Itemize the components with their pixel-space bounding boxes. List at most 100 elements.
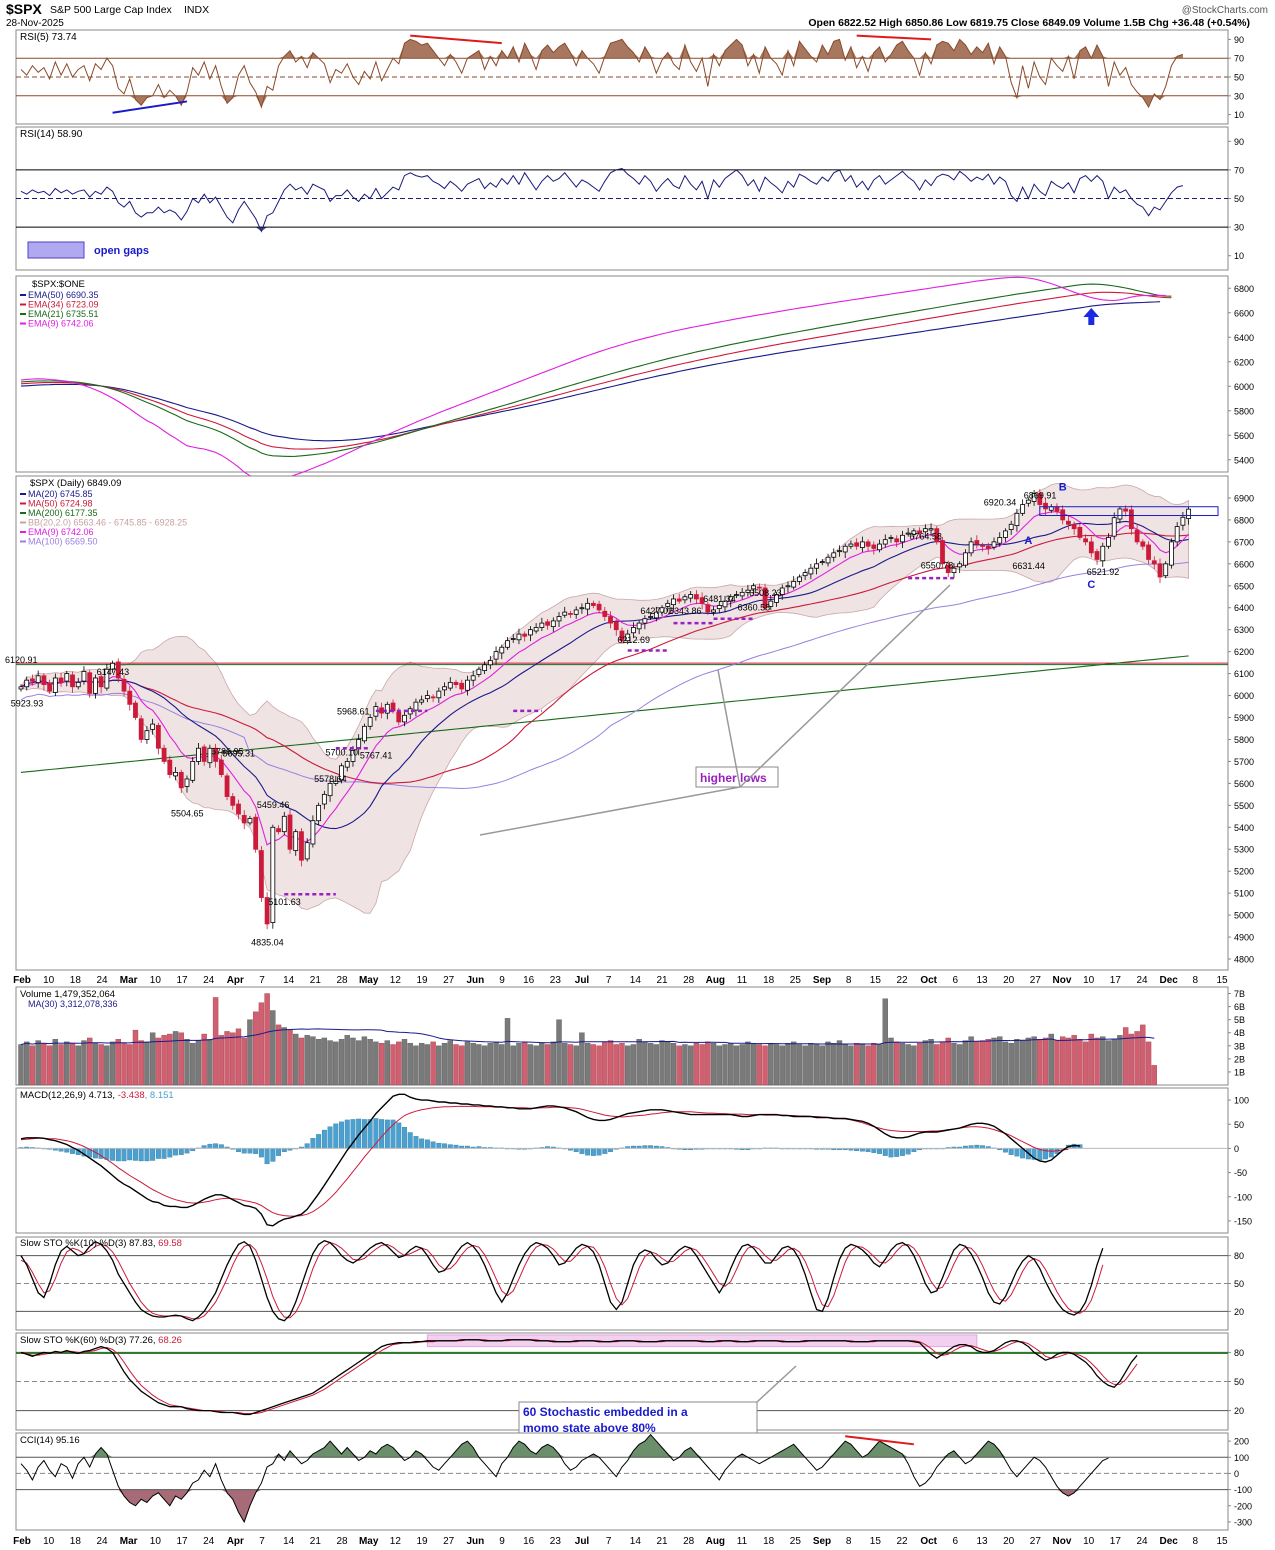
candle-body	[802, 572, 808, 577]
volume-bar	[968, 1036, 974, 1086]
candle-body	[859, 541, 865, 548]
macd-histogram-bar	[333, 1123, 339, 1149]
volume-bar	[35, 1040, 41, 1086]
macd-histogram-bar	[213, 1143, 219, 1149]
volume-bar	[476, 1044, 482, 1086]
cci-panel: -300 -200 -100 0 100 200 CCI(14) 95.16	[15, 1432, 1252, 1531]
macd-histogram-bar	[321, 1129, 327, 1149]
price-ytick: 4900	[1234, 933, 1254, 943]
x-tick-label: 7	[259, 975, 265, 986]
volume-bar	[344, 1035, 350, 1086]
x-tick-label: Sep	[813, 975, 831, 986]
volume-ytick: 1B	[1234, 1067, 1245, 1077]
volume-bar	[1014, 1039, 1020, 1086]
rsi14-panel: 10 30 50 70 90 RSI(14) 58.90 open gaps	[15, 126, 1244, 271]
volume-bar	[1094, 1037, 1100, 1086]
candle-body	[419, 699, 425, 703]
candle-body	[585, 602, 591, 610]
volume-bar	[178, 1032, 184, 1086]
rsi5-ytick: 70	[1234, 54, 1244, 64]
price-label: 6481.34	[703, 594, 736, 604]
x-tick-label: 6	[953, 1536, 959, 1547]
candle-body	[814, 563, 819, 569]
macd-histogram-bar	[218, 1144, 224, 1149]
x-tick-label: 15	[1216, 975, 1228, 986]
candle-body	[917, 530, 923, 534]
volume-bar	[29, 1045, 36, 1086]
candle-body	[756, 586, 762, 589]
x-tick-label: 28	[336, 975, 348, 986]
candle-body	[247, 818, 253, 824]
candle-body	[41, 675, 47, 685]
x-tick-label: 12	[390, 975, 402, 986]
ema-ribbon-ytick: 6200	[1234, 357, 1254, 367]
volume-ma30-line	[20, 1028, 1155, 1045]
ema-ribbon-panel: 5400 5600 5800 6000 6200 6400 6600 6800 $SPX:$ON…	[15, 275, 1254, 484]
price-label: 6508.23	[749, 588, 782, 598]
rsi5-overbought-fill	[21, 39, 1183, 59]
volume-bar	[75, 1045, 81, 1086]
volume-bar	[550, 1041, 556, 1086]
volume-bar	[991, 1037, 997, 1086]
volume-bar	[384, 1040, 391, 1086]
x-axis-top: Feb 10 18 24 Mar 10 17 24 Apr 7 14 21 28 May 12 19 27 Jun…	[13, 975, 1228, 986]
volume-bar	[407, 1042, 413, 1086]
candle-body	[590, 602, 596, 606]
candle-body	[167, 759, 173, 775]
volume-bar	[224, 1031, 230, 1086]
price-label: 6764.58	[909, 532, 942, 542]
quote-summary: Open 6822.52 High 6850.86 Low 6819.75 Cl…	[808, 17, 1250, 29]
macd-histogram-bar	[70, 1148, 75, 1154]
macd-title: MACD(12,26,9) 4.713, -3.438, 8.151	[20, 1090, 174, 1101]
candle-body	[797, 576, 802, 582]
x-tick-label: Jul	[575, 975, 590, 986]
candle-body	[533, 627, 539, 632]
x-tick-label: Apr	[227, 975, 244, 986]
rsi14-line	[20, 167, 1184, 233]
volume-bar	[138, 1040, 144, 1086]
candle-body	[253, 816, 259, 850]
volume-bar	[779, 1045, 785, 1086]
candle-body	[127, 690, 133, 705]
candle-body	[24, 679, 30, 688]
macd-histogram-bar	[573, 1148, 579, 1152]
sto60-callout-text-line2: momo state above 80%	[523, 1421, 656, 1435]
sto60-k-line	[20, 1339, 1138, 1416]
volume-bar	[825, 1041, 831, 1086]
sto60-title: Slow STO %K(60) %D(3) 77.26, 68.26	[20, 1335, 182, 1346]
ema-line	[20, 301, 1161, 442]
candle-body	[367, 717, 373, 727]
volume-bar	[584, 1042, 591, 1086]
candle-body	[905, 532, 911, 535]
volume-bar	[836, 1040, 843, 1086]
chart-date: 28-Nov-2025	[6, 18, 64, 29]
volume-bar	[997, 1036, 1003, 1086]
volume-bar	[241, 1037, 247, 1086]
sto10-title: Slow STO %K(10) %D(3) 87.83, 69.58	[20, 1238, 182, 1249]
volume-bar	[190, 1042, 196, 1086]
volume-bar	[418, 1042, 425, 1086]
volume-bar	[682, 1044, 688, 1086]
price-ytick: 5500	[1234, 801, 1254, 811]
volume-ytick: 3B	[1234, 1041, 1245, 1051]
candle-body	[762, 587, 768, 609]
candle-body	[619, 630, 625, 642]
candle-body	[207, 747, 213, 764]
macd-histogram-bar	[436, 1142, 442, 1149]
x-tick-label: 24	[1136, 1536, 1148, 1547]
macd-histogram-bar	[1008, 1148, 1014, 1155]
x-tick-label: 11	[737, 975, 748, 986]
volume-bar	[951, 1042, 957, 1086]
macd-panel: -150 -100 -50 0 50 100 MACD(12,26,9) 4.713, -3…	[15, 1087, 1252, 1234]
macd-histogram-bar	[585, 1148, 591, 1156]
candle-body	[871, 544, 877, 549]
volume-bar	[939, 1041, 946, 1086]
macd-histogram-bar	[894, 1148, 900, 1157]
sto10-ytick: 50	[1234, 1279, 1244, 1289]
candle-body	[1003, 530, 1008, 538]
x-tick-label: 9	[499, 1536, 505, 1547]
sto60-callout-box	[518, 1401, 758, 1439]
x-tick-label: 18	[763, 975, 775, 986]
x-tick-label: Sep	[813, 1536, 831, 1547]
